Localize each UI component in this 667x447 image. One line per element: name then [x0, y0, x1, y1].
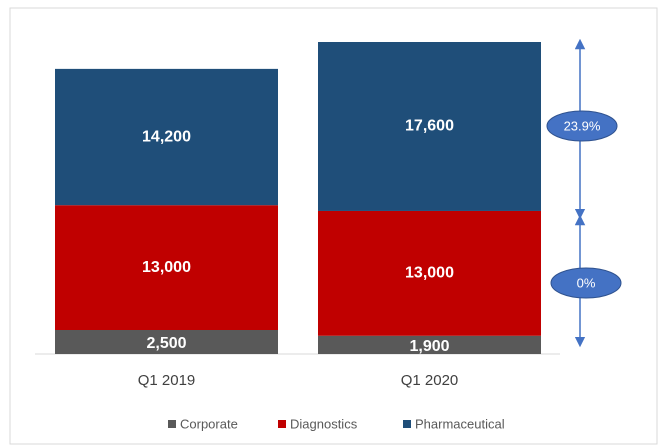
legend-swatch — [278, 420, 286, 428]
annotation: 23.9% — [564, 118, 601, 133]
annotation-bubble — [550, 267, 622, 299]
value-label: 1,900 — [409, 338, 449, 355]
chart-frame — [9, 7, 658, 445]
legend-swatch — [403, 420, 411, 428]
bar-segment — [55, 330, 278, 354]
x-tick-label: Q1 2019 — [138, 372, 196, 389]
legend-swatch — [168, 420, 176, 428]
bar-segment — [318, 210, 541, 336]
value-label: 2,500 — [146, 335, 186, 352]
value-label: 17,600 — [405, 118, 454, 135]
legend-label: Corporate — [180, 416, 238, 431]
legend-label: Pharmaceutical — [415, 416, 505, 431]
legend-label: Diagnostics — [290, 416, 358, 431]
bar-segment — [318, 335, 541, 354]
value-label: 13,000 — [405, 265, 454, 282]
value-label: 13,000 — [142, 259, 191, 276]
annotation-bubble — [546, 110, 618, 142]
bar-segment — [55, 68, 278, 206]
bar-segment — [318, 42, 541, 211]
x-tick-label: Q1 2020 — [401, 372, 459, 389]
value-label: 14,200 — [142, 128, 191, 145]
annotation: 0% — [577, 275, 596, 290]
bar-segment — [55, 205, 278, 330]
